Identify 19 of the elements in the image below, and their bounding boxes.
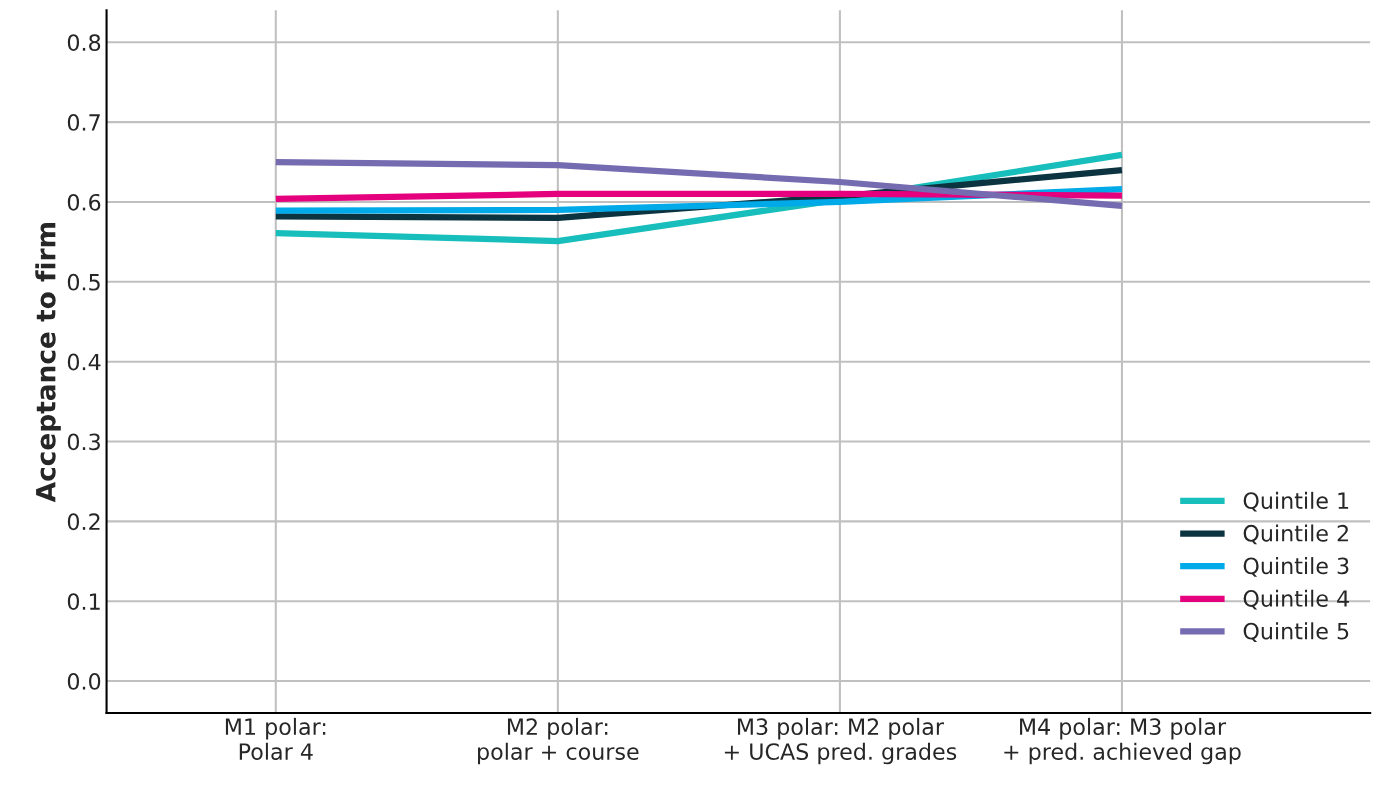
y-axis-title: Acceptance to firm bbox=[35, 223, 61, 503]
y-tick-label: 0.5 bbox=[67, 273, 100, 291]
y-tick-label: 0.0 bbox=[67, 673, 101, 690]
y-tick-label: 0.6 bbox=[67, 193, 101, 211]
y-tick-label: 0.8 bbox=[67, 34, 101, 52]
y-tick-label: 0.2 bbox=[67, 513, 100, 531]
y-tick-label: 0.3 bbox=[67, 433, 100, 451]
y-tick-label: 0.1 bbox=[67, 593, 100, 610]
legend-label: Quintile 1 bbox=[1243, 491, 1349, 512]
legend-label: Quintile 2 bbox=[1243, 524, 1348, 545]
x-tick-label: M1 polar: Polar 4 bbox=[225, 717, 326, 760]
legend-label: Quintile 3 bbox=[1243, 557, 1349, 577]
x-tick-label: M2 polar: polar + course bbox=[478, 717, 639, 765]
x-tick-label: M3 polar: M2 polar + UCAS pred. grades bbox=[724, 717, 957, 765]
legend-label: Quintile 5 bbox=[1243, 622, 1349, 643]
y-tick-label: 0.7 bbox=[67, 114, 100, 131]
y-tick-label: 0.4 bbox=[67, 353, 101, 371]
legend-label: Quintile 4 bbox=[1243, 589, 1349, 610]
x-tick-label: M4 polar: M3 polar + pred. achieved gap bbox=[1004, 717, 1241, 765]
